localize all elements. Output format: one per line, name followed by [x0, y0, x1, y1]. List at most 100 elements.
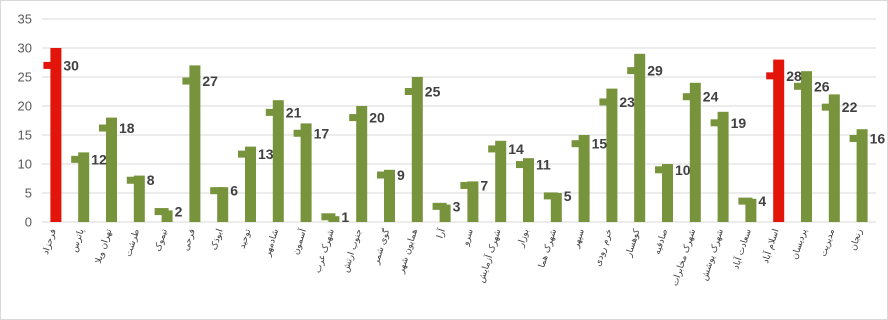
bar	[189, 65, 201, 223]
bar	[717, 111, 729, 222]
x-tick-label: پردیسان	[790, 227, 809, 260]
data-label: 16	[870, 130, 886, 146]
x-tick-label: طرشت	[124, 228, 142, 258]
bar	[78, 152, 90, 222]
bar	[773, 59, 785, 222]
label-marker	[821, 103, 836, 111]
data-label: 15	[592, 136, 608, 152]
bar	[467, 181, 479, 222]
data-label: 22	[842, 99, 858, 115]
x-tick-label: شهرک پوشش	[699, 228, 726, 283]
data-label: 25	[425, 84, 441, 100]
x-tick-label: شهرک غرب	[312, 228, 337, 275]
bar	[217, 187, 229, 222]
y-tick-label: 15	[18, 128, 32, 143]
data-label: 18	[119, 120, 135, 136]
y-tick-label: 10	[18, 157, 32, 172]
x-tick-label: جنوب ارتش	[341, 228, 364, 274]
label-marker	[766, 72, 781, 80]
y-tick-label: 0	[25, 215, 32, 230]
x-tick-label: پاترس	[70, 227, 87, 253]
label-marker	[543, 192, 558, 200]
x-tick-label: شادمهر	[263, 228, 282, 259]
data-label: 24	[703, 89, 719, 105]
bar	[550, 193, 562, 222]
x-tick-label: شهرک هما	[536, 228, 559, 270]
x-tick-label: آرا	[434, 227, 448, 240]
y-tick-label: 35	[18, 12, 32, 27]
y-tick-label: 20	[18, 99, 32, 114]
x-tick-label: کوهسار	[624, 227, 643, 259]
bar	[634, 53, 646, 222]
bar	[133, 175, 145, 222]
x-tick-label: همایون شهر	[396, 228, 420, 276]
label-marker	[571, 140, 586, 148]
label-marker	[488, 145, 503, 153]
bar	[384, 169, 395, 222]
label-marker	[99, 124, 113, 132]
data-label: 12	[91, 151, 107, 167]
label-marker	[377, 171, 391, 179]
label-markers	[43, 61, 864, 221]
bar	[300, 123, 312, 222]
bar	[495, 140, 507, 222]
x-tick-label: تهران ویلا	[94, 227, 115, 265]
bar	[523, 158, 534, 222]
data-label: 8	[147, 172, 155, 188]
x-tick-label: فرحی	[181, 228, 197, 252]
x-tick-label: صادقیه	[653, 228, 671, 256]
data-label: 29	[647, 63, 663, 79]
x-tick-label: مدیریت	[819, 228, 837, 258]
data-label: 17	[314, 125, 330, 141]
label-marker	[265, 108, 280, 116]
data-label: 2	[175, 204, 183, 220]
x-tick-label: سرو	[461, 228, 476, 248]
label-marker	[599, 98, 614, 106]
label-marker	[126, 176, 141, 184]
label-marker	[794, 82, 808, 90]
x-axis-ticks: فرحزاد پاترس تهران ویلا طرشت تیموک فرحی ابوذک ت…	[41, 227, 865, 288]
data-label: 13	[258, 146, 274, 162]
label-marker	[182, 77, 197, 85]
data-label: 23	[619, 94, 635, 110]
label-marker	[710, 119, 725, 127]
y-tick-label: 5	[25, 186, 32, 201]
x-tick-label: توحید	[238, 227, 254, 250]
data-label: 26	[814, 78, 830, 94]
data-label: 30	[63, 57, 79, 73]
label-marker	[655, 166, 669, 174]
x-tick-label: ابوذک	[208, 228, 225, 252]
y-tick-label: 30	[18, 41, 32, 56]
data-label: 5	[564, 188, 572, 204]
data-label: 7	[480, 177, 488, 193]
data-label: 28	[786, 68, 802, 84]
x-tick-label: اسلام آباد	[759, 227, 781, 265]
x-tick-label: فرحزاد	[41, 228, 59, 256]
label-marker	[627, 67, 642, 75]
bar	[356, 106, 368, 222]
data-label: 20	[369, 110, 385, 126]
data-label: 1	[341, 209, 349, 225]
data-label: 9	[397, 167, 405, 183]
label-marker	[349, 114, 364, 122]
x-tick-label: سپهر	[571, 228, 587, 250]
label-marker	[516, 161, 530, 169]
label-marker	[321, 213, 336, 221]
bar	[662, 164, 673, 222]
bar	[828, 94, 840, 222]
y-axis-ticks: 0 5 10 15 20 25 30 35	[18, 12, 32, 230]
x-tick-label: سعادت آباد	[729, 227, 753, 270]
x-tick-label: شهرک آزمایش	[475, 227, 504, 284]
data-labels: 30 12 18 8 2 27 6 13 21 17 1 20 9 25 3 7 14 11 5 15 23 29 10 24…	[63, 57, 885, 224]
bar	[689, 82, 701, 222]
label-marker	[43, 61, 58, 69]
label-marker	[154, 208, 169, 216]
data-label: 6	[230, 183, 238, 199]
label-marker	[238, 150, 252, 158]
bar	[161, 210, 173, 222]
y-tick-label: 25	[18, 70, 32, 85]
x-tick-label: آسمون	[289, 227, 309, 256]
x-tick-label: گوی شمر	[369, 227, 392, 267]
label-marker	[432, 202, 447, 210]
